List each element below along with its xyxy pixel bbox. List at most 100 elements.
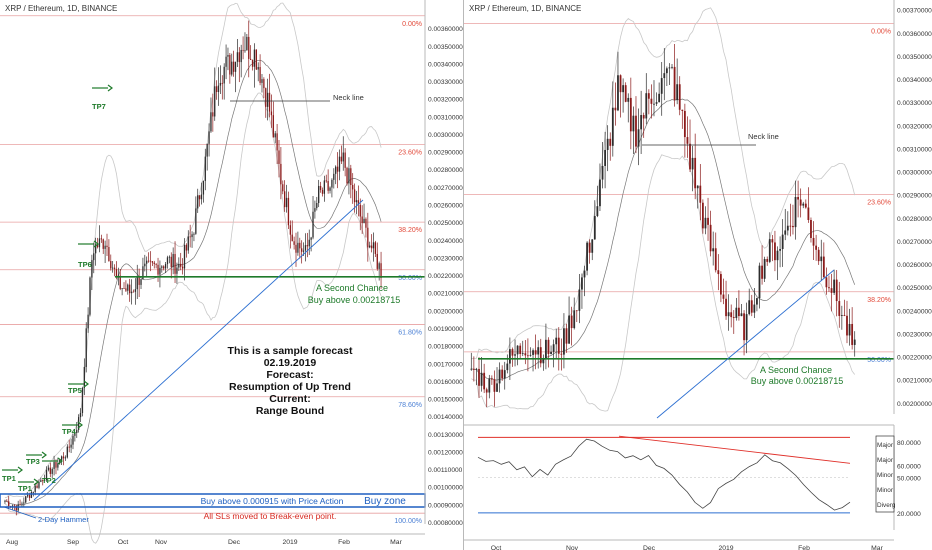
l-candle-body — [47, 467, 50, 470]
l-y-tick-label: 0.00110000 — [428, 467, 463, 474]
l-candle-body — [140, 279, 142, 285]
l-candle-body — [25, 496, 27, 503]
l-candle-body — [253, 49, 256, 67]
left-tp-label: TP5 — [68, 386, 82, 395]
r-y-tick-label: 0.00220000 — [897, 355, 932, 362]
r-candle-body — [526, 355, 529, 357]
r-candle-body — [542, 358, 545, 364]
r-candle-body — [624, 85, 627, 102]
r-candle-body — [637, 129, 640, 147]
l-candle-body — [336, 166, 339, 172]
l-candle-body — [183, 244, 186, 269]
r-candle-body — [766, 259, 769, 262]
r-fib-label: 38.20% — [867, 297, 891, 304]
r-candle-body — [689, 143, 691, 170]
r-candle-body — [683, 110, 686, 138]
left-chart-panel[interactable]: 0.00% 23.60% 38.20% 50.00% 61.80% 78.60% 100.0… — [0, 0, 464, 550]
r-x-tick-label: Oct — [491, 545, 502, 550]
r-candle-body — [478, 368, 480, 386]
l-candle-body — [318, 185, 320, 204]
r-candle-body — [704, 217, 707, 229]
r-candle-body — [779, 249, 781, 251]
r-y-tick-label: 0.00300000 — [897, 170, 932, 177]
r-candle-body — [472, 368, 475, 370]
r-candle-body — [619, 75, 622, 93]
l-candle-body — [380, 263, 382, 279]
r-candle-body — [815, 245, 818, 250]
right-x-axis[interactable]: Oct Nov Dec 2019 Feb Mar — [464, 539, 894, 550]
r-candle-body — [642, 115, 645, 119]
r-candle-body — [555, 337, 558, 345]
l-candle-body — [340, 156, 343, 162]
left-tp-arrow-head — [33, 478, 39, 486]
r-candle-body — [820, 256, 823, 262]
l-candle-body — [257, 67, 259, 70]
left-tp-label: TP1 — [2, 474, 16, 483]
right-y-axis[interactable]: 0.00370000 0.00360000 0.00350000 0.00340000… — [893, 0, 932, 414]
l-candle-body — [15, 506, 17, 511]
l-candle-body — [81, 387, 84, 413]
left-y-axis[interactable]: 0.00360000 0.00350000 0.00340000 0.00330000… — [424, 0, 463, 527]
r-fib-label: 50.00% — [867, 357, 891, 364]
r-candle-body — [712, 248, 715, 252]
r-candle-body — [593, 216, 596, 240]
r-candle-body — [539, 347, 542, 364]
r-candle-body — [480, 372, 483, 386]
r-candle-body — [802, 203, 805, 206]
l-candle-body — [232, 61, 235, 72]
l-candle-body — [79, 412, 82, 418]
l-y-tick-label: 0.00300000 — [428, 132, 463, 139]
l-candle-body — [28, 495, 31, 498]
l-candle-body — [359, 204, 361, 217]
l-candle-body — [225, 56, 227, 67]
r-candle-body — [665, 68, 668, 74]
l-candle-body — [174, 254, 176, 274]
l-candle-body — [353, 189, 356, 203]
r-candle-body — [537, 347, 540, 355]
l-candle-body — [372, 242, 375, 249]
right-chart-panel[interactable]: 0.00% 23.60% 38.20% 50.00% A Second Chance B… — [464, 0, 932, 550]
l-candle-body — [248, 36, 250, 59]
r-candle-body — [514, 354, 516, 356]
l-candle-body — [60, 456, 63, 460]
l-candle-body — [206, 143, 208, 157]
l-candle-body — [363, 218, 365, 224]
right-price-chart[interactable]: 0.00% 23.60% 38.20% 50.00% A Second ChanceB… — [464, 0, 932, 550]
right-osc-legend-box — [875, 435, 895, 513]
r-candle-body — [840, 315, 843, 316]
r-candle-body — [599, 179, 601, 207]
left-price-chart[interactable]: 0.00% 23.60% 38.20% 50.00% 61.80% 78.60% 100.0… — [0, 0, 463, 550]
l-candle-body — [102, 239, 104, 249]
r-candle-body — [655, 102, 658, 104]
left-x-axis[interactable]: Aug Sep Oct Nov Dec 2019 Feb Mar — [0, 533, 425, 546]
r-candle-body — [588, 242, 591, 253]
l-candle-body — [104, 245, 106, 249]
right-oscillator-pane[interactable]: 80.0000 60.0000 50.0000 20.0000 Major Major Mi… — [464, 424, 921, 530]
l-candle-body — [314, 208, 316, 212]
r-lower-band — [471, 154, 856, 412]
r-candle-body — [732, 317, 735, 319]
r-y-tick-label: 0.00230000 — [897, 331, 932, 338]
r-y-tick-label: 0.00210000 — [897, 378, 932, 385]
l-candle-body — [323, 180, 326, 194]
l-candle-body — [161, 266, 163, 268]
right-osc-tick-label: 80.0000 — [897, 440, 921, 447]
l-candle-body — [195, 208, 197, 234]
r-x-tick-label: 2019 — [718, 545, 733, 550]
r-candle-body — [846, 315, 848, 336]
r-candle-body — [825, 277, 828, 288]
right-bollinger-bands — [471, 7, 856, 412]
l-candle-body — [19, 504, 21, 505]
l-candle-body — [319, 185, 322, 190]
r-candle-body — [830, 288, 833, 293]
r-candle-body — [503, 370, 506, 379]
r-candle-body — [838, 301, 841, 316]
l-candle-body — [11, 505, 14, 507]
l-candle-body — [352, 185, 354, 190]
l-candle-body — [316, 203, 318, 209]
r-candle-body — [573, 310, 576, 329]
r-candle-body — [647, 93, 650, 99]
right-second-chance-line1: A Second Chance — [760, 365, 832, 375]
l-candle-body — [40, 480, 42, 482]
l-candle-body — [369, 245, 371, 248]
